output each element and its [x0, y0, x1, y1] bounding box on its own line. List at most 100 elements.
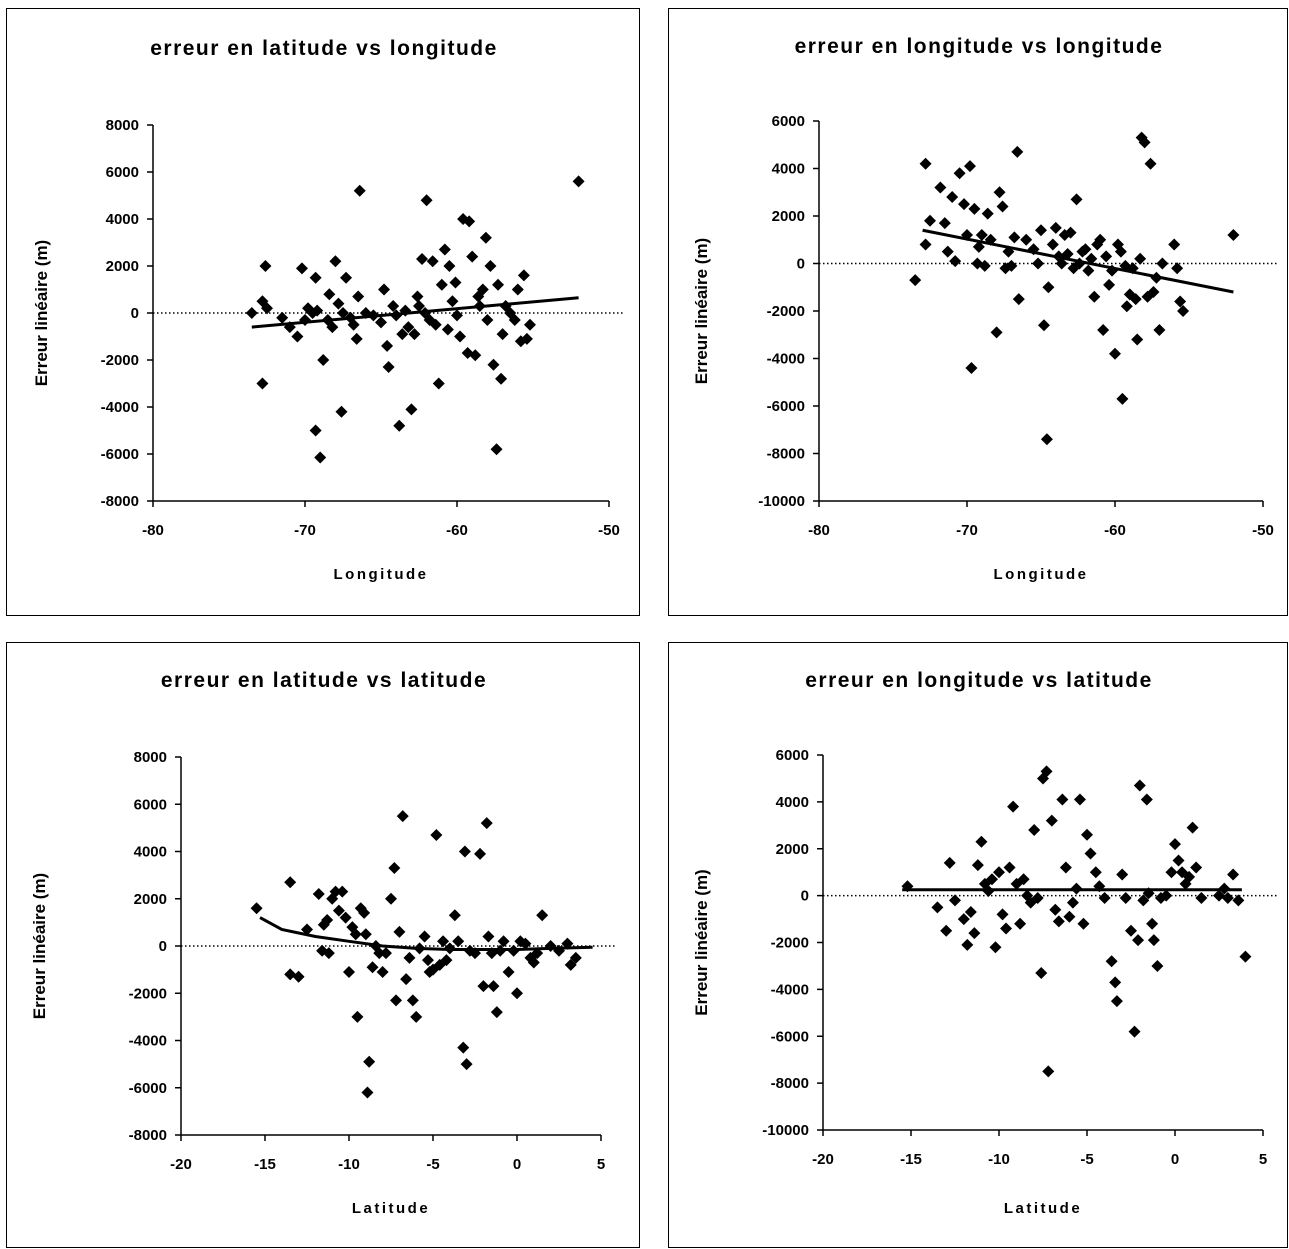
- data-point-marker: [958, 198, 971, 211]
- y-tick-label: 0: [801, 888, 809, 905]
- data-point-marker: [410, 1010, 423, 1023]
- chart-title: erreur en longitude vs longitude: [795, 35, 1164, 58]
- y-tick-label: -6000: [771, 1028, 809, 1045]
- data-point-marker: [968, 202, 981, 215]
- data-point-marker: [413, 942, 426, 955]
- data-point-marker: [961, 938, 974, 951]
- data-point-marker: [376, 965, 389, 978]
- data-point-marker: [1082, 264, 1095, 277]
- chart-panel-4: erreur en longitude vs latitude 6000 4000 2…: [668, 642, 1288, 1248]
- data-point-marker: [1037, 319, 1050, 332]
- chart-title: erreur en latitude vs latitude: [161, 669, 487, 692]
- y-tick-label: -8000: [101, 493, 139, 510]
- data-point-marker: [511, 987, 523, 1000]
- chart-panel-1: erreur en latitude vs longitude 8000 6000 4…: [6, 8, 640, 616]
- data-point-marker: [1160, 889, 1173, 902]
- data-point-marker: [322, 947, 335, 960]
- x-tick-label: 0: [1171, 1151, 1179, 1168]
- data-point-marker: [531, 947, 544, 960]
- data-point-marker: [1227, 868, 1240, 881]
- data-point-marker: [901, 880, 914, 893]
- data-point-marker: [1190, 861, 1203, 874]
- data-point-marker: [569, 951, 582, 964]
- x-tick-label: -5: [426, 1156, 439, 1173]
- data-point-marker: [413, 299, 425, 312]
- y-tick-label: 4000: [772, 161, 805, 178]
- data-point-marker: [1040, 765, 1053, 778]
- data-point-marker: [1055, 257, 1068, 270]
- y-tick-label: 2000: [772, 208, 805, 225]
- data-point-marker: [564, 958, 577, 971]
- y-tick-label: 0: [159, 938, 167, 955]
- data-point-marker: [1098, 891, 1111, 904]
- data-point-marker: [1021, 889, 1034, 902]
- data-point-marker: [1000, 922, 1013, 935]
- data-point-marker: [1140, 793, 1153, 806]
- data-point-marker: [359, 928, 372, 941]
- data-point-marker: [1100, 250, 1113, 263]
- data-point-marker: [1046, 238, 1059, 251]
- data-point-marker: [441, 323, 454, 336]
- data-point-marker: [996, 908, 1009, 921]
- y-tick-label: 2000: [106, 258, 139, 275]
- data-point-marker: [957, 913, 970, 926]
- data-point-marker: [978, 877, 991, 890]
- data-point-marker: [363, 1055, 376, 1068]
- x-tick-label: -60: [1104, 522, 1126, 539]
- data-point-marker: [502, 965, 515, 978]
- data-point-marker: [1103, 278, 1116, 291]
- data-point-marker: [1035, 966, 1048, 979]
- data-point-marker: [261, 302, 273, 315]
- data-point-marker: [1052, 915, 1065, 928]
- data-point-marker: [411, 290, 424, 303]
- data-point-marker: [474, 847, 487, 860]
- data-point-marker: [385, 892, 397, 905]
- data-point-marker: [477, 980, 490, 993]
- data-point-marker: [390, 309, 403, 322]
- data-point-marker: [1106, 264, 1119, 277]
- data-point-marker: [350, 332, 363, 345]
- data-point-marker: [396, 810, 409, 823]
- data-point-marker: [437, 935, 450, 948]
- data-point-marker: [323, 288, 336, 301]
- data-point-marker: [931, 901, 944, 914]
- data-point-marker: [1031, 891, 1044, 904]
- data-point-marker: [250, 902, 263, 915]
- data-point-marker: [485, 947, 498, 960]
- data-point-marker: [993, 866, 1005, 879]
- data-point-marker: [482, 930, 495, 943]
- data-point-marker: [1137, 894, 1150, 907]
- chart-svg-1: erreur en latitude vs longitude 8000 6000 4…: [32, 37, 623, 583]
- data-point-marker: [949, 255, 962, 268]
- data-point-marker: [536, 909, 549, 922]
- data-point-marker: [1186, 821, 1199, 834]
- data-point-marker: [909, 274, 922, 287]
- data-point-marker: [1011, 145, 1024, 158]
- data-point-marker: [1067, 262, 1080, 275]
- y-tick-label: 4000: [134, 844, 167, 861]
- data-point-marker: [946, 191, 959, 203]
- y-tick-label: 4000: [106, 211, 139, 228]
- data-point-marker: [403, 951, 416, 964]
- data-point-marker: [393, 925, 406, 938]
- x-axis-label: Latitude: [1004, 1200, 1082, 1217]
- data-point-marker: [490, 1006, 503, 1019]
- y-tick-label: -4000: [129, 1033, 167, 1050]
- y-tick-label: 2000: [776, 841, 809, 858]
- data-point-marker: [1129, 293, 1142, 306]
- data-point-marker: [1133, 779, 1146, 792]
- data-point-marker: [1165, 866, 1178, 879]
- data-point-marker: [299, 314, 311, 327]
- data-point-marker: [329, 885, 342, 898]
- data-point-marker: [527, 956, 540, 969]
- x-tick-label: -10: [338, 1156, 360, 1173]
- data-point-marker: [519, 937, 532, 950]
- data-point-marker: [1156, 257, 1169, 270]
- data-point-marker: [1218, 882, 1231, 895]
- data-point-marker: [1119, 891, 1132, 904]
- data-point-marker: [1125, 924, 1137, 937]
- data-point-marker: [352, 290, 365, 303]
- data-point-marker: [358, 906, 371, 919]
- data-point-marker: [420, 194, 433, 207]
- chart-svg-3: erreur en latitude vs latitude 8000 6000 40…: [30, 669, 615, 1217]
